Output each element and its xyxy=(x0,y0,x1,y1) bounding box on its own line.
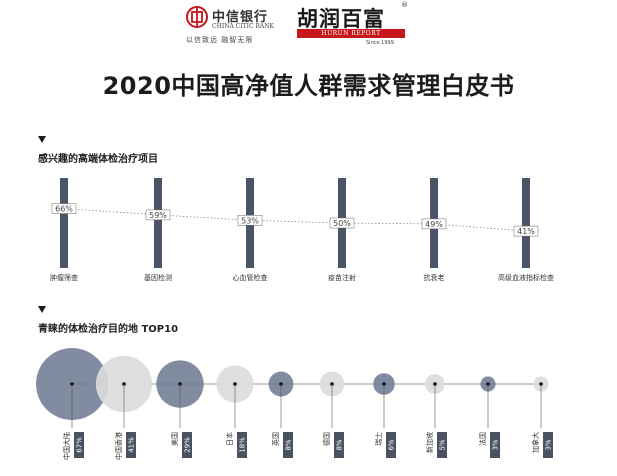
destination-label-1: 中国大陆 xyxy=(62,432,71,460)
value-label-1: 66% xyxy=(55,205,73,214)
hurun-name-en: HURUN REPORT xyxy=(297,29,405,38)
citic-bank-logo xyxy=(186,6,208,28)
header: 中信银行 CHINA CITIC BANK 以信致远 融智无限 胡润百富 ® H… xyxy=(0,0,617,52)
category-label-1: 肿瘤筛查 xyxy=(50,273,78,282)
section-1-marker-icon xyxy=(38,136,46,143)
page-title: 2020中国高净值人群需求管理白皮书 xyxy=(102,72,515,100)
destination-label-3: 美国 xyxy=(170,432,179,446)
destination-label-10: 加拿大 xyxy=(531,432,540,453)
category-label-2: 基因检测 xyxy=(144,273,172,282)
percent-label-5: 8% xyxy=(285,439,293,450)
destination-label-5: 英国 xyxy=(271,432,280,446)
section-2-marker-icon xyxy=(38,306,46,313)
destination-label-6: 德国 xyxy=(322,432,331,446)
category-label-6: 高级血液指标检查 xyxy=(498,273,554,282)
percent-badge-6 xyxy=(334,432,344,458)
value-badge-1 xyxy=(51,203,77,214)
trend-line xyxy=(63,208,527,232)
bar-2 xyxy=(154,178,162,268)
category-label-5: 抗衰老 xyxy=(424,273,445,282)
value-badge-2 xyxy=(145,209,171,221)
percent-badge-7 xyxy=(386,432,396,458)
bar-chart: 66% 59% 53% 50% 49% 41% 肿瘤筛查 基因检测 心血管检查 疫苗注射 抗衰老 高级… xyxy=(50,178,554,282)
percent-label-4: 18% xyxy=(239,437,247,453)
hurun-name-cn: 胡润百富 xyxy=(297,7,385,31)
value-label-6: 41% xyxy=(517,227,535,236)
percent-label-10: 3% xyxy=(545,439,553,450)
value-badge-5 xyxy=(421,218,447,230)
value-label-4: 50% xyxy=(333,219,351,228)
value-badge-6 xyxy=(513,225,539,237)
citic-slogan: 以信致远 融智无限 xyxy=(186,36,254,44)
hurun-registered-mark: ® xyxy=(401,1,408,9)
bar-1 xyxy=(60,178,68,268)
percent-badge-5 xyxy=(283,432,293,458)
percent-badge-10 xyxy=(543,432,553,458)
percent-label-9: 3% xyxy=(492,439,500,450)
percent-label-3: 29% xyxy=(184,437,192,453)
destination-label-2: 中国香港 xyxy=(114,432,123,460)
category-label-3: 心血管检查 xyxy=(233,273,268,282)
percent-label-7: 6% xyxy=(388,439,396,450)
value-badge-4 xyxy=(329,217,355,229)
value-label-3: 53% xyxy=(241,216,259,225)
percent-label-6: 8% xyxy=(336,439,344,450)
percent-badge-1 xyxy=(74,432,84,458)
percent-label-2: 41% xyxy=(128,437,136,453)
percent-badge-4 xyxy=(237,432,247,458)
percent-badge-8 xyxy=(437,432,447,458)
destination-label-4: 日本 xyxy=(225,432,234,446)
citic-name-en: CHINA CITIC BANK xyxy=(212,23,274,30)
bar-6 xyxy=(522,178,530,268)
section-1-title: 感兴趣的高端体检治疗项目 xyxy=(38,154,158,165)
destination-label-9: 法国 xyxy=(478,432,487,446)
percent-label-1: 67% xyxy=(76,437,84,453)
value-label-2: 59% xyxy=(149,211,167,220)
destination-label-8: 新加坡 xyxy=(425,432,434,453)
section-2-title: 青睐的体检治疗目的地 TOP10 xyxy=(38,324,179,335)
bubble-chart: 中国大陆 67% 中国香港 41% 美国 29% 日本 18% 英国 8% 德国 8% 瑞士 6% 新加坡 5… xyxy=(36,348,553,460)
percent-label-8: 5% xyxy=(439,439,447,450)
hurun-since: Since 1999 xyxy=(366,40,394,46)
citic-name-cn: 中信银行 xyxy=(212,10,269,25)
value-label-5: 49% xyxy=(425,220,443,229)
category-label-4: 疫苗注射 xyxy=(328,273,356,282)
destination-label-7: 瑞士 xyxy=(374,432,383,446)
value-badge-3 xyxy=(237,215,263,226)
percent-badge-9 xyxy=(490,432,500,458)
percent-badge-2 xyxy=(126,432,136,458)
percent-badge-3 xyxy=(182,432,192,458)
